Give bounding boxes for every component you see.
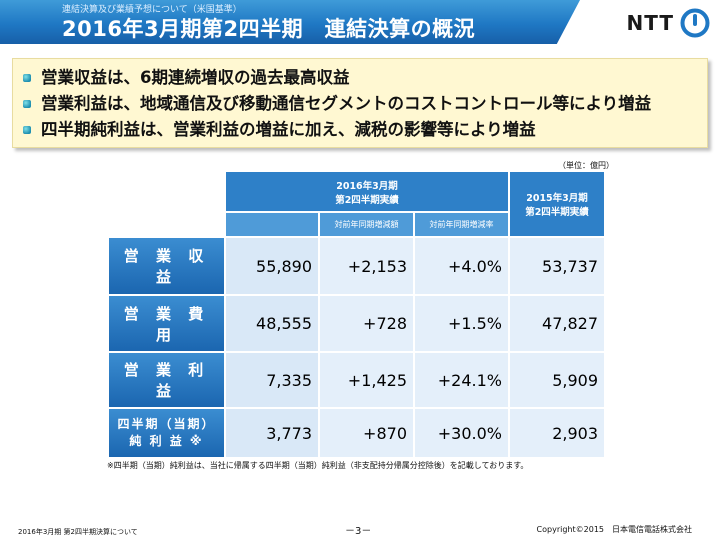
header-prev-line2: 第2四半期実績 [525, 207, 589, 218]
summary-item: 営業利益は、地域通信及び移動通信セグメントのコストコントロール等により増益 [23, 91, 707, 117]
row-label-net-income-line2: 純 利 益 ※ [129, 434, 204, 448]
cell-diff: +728 [319, 295, 414, 352]
bullet-icon [23, 74, 31, 82]
header-current-period: 2016年3月期 第2四半期実績 [225, 171, 509, 212]
footer-title: 2016年3月期 第2四半期決算について [18, 528, 138, 536]
header-banner: 連結決算及び業績予想について（米国基準） 2016年3月期第2四半期 連結決算の… [0, 0, 580, 44]
subheader-diff: 対前年同期増減額 [319, 212, 414, 237]
cell-prev: 53,737 [509, 237, 605, 295]
copyright: Copyright©2015 日本電信電話株式会社 [536, 525, 692, 534]
cell-actual: 48,555 [225, 295, 319, 352]
cell-diff: +870 [319, 408, 414, 458]
cell-prev: 47,827 [509, 295, 605, 352]
cell-rate: +1.5% [414, 295, 509, 352]
cell-rate: +30.0% [414, 408, 509, 458]
cell-rate: +4.0% [414, 237, 509, 295]
bullet-icon [23, 126, 31, 134]
summary-text: 営業収益は、6期連続増収の過去最高収益 [41, 68, 350, 87]
summary-text: 営業利益は、地域通信及び移動通信セグメントのコストコントロール等により増益 [41, 94, 652, 113]
cell-rate: +24.1% [414, 352, 509, 408]
cell-actual: 3,773 [225, 408, 319, 458]
unit-label: （単位：億円） [558, 161, 614, 170]
row-label-operating-revenue: 営 業 収 益 [108, 237, 225, 295]
row-label-net-income-line1: 四半期（当期） [117, 417, 216, 431]
cell-prev: 2,903 [509, 408, 605, 458]
ntt-logo-icon [680, 8, 710, 38]
header-current-line2: 第2四半期実績 [335, 194, 399, 206]
subheader-rate: 対前年同期増減率 [414, 212, 509, 237]
cell-prev: 5,909 [509, 352, 605, 408]
ntt-logo: NTT [627, 6, 710, 40]
footnote: ※四半期（当期）純利益は、当社に帰属する四半期（当期）純利益（非支配持分帰属分控… [107, 461, 529, 470]
page-title: 2016年3月期第2四半期 連結決算の概況 [62, 17, 476, 41]
header-current-line1: 2016年3月期 [336, 180, 398, 192]
summary-item: 営業収益は、6期連続増収の過去最高収益 [23, 65, 707, 91]
subheader-blank [225, 212, 319, 237]
summary-box: 営業収益は、6期連続増収の過去最高収益 営業利益は、地域通信及び移動通信セグメン… [12, 58, 708, 148]
cell-diff: +2,153 [319, 237, 414, 295]
row-label-operating-income: 営 業 利 益 [108, 352, 225, 408]
cell-diff: +1,425 [319, 352, 414, 408]
summary-item: 四半期純利益は、営業利益の増益に加え、減税の影響等により増益 [23, 117, 707, 143]
logo-text: NTT [626, 11, 674, 35]
header-prev-period: 2015年3月期 第2四半期実績 [509, 171, 605, 237]
cell-actual: 7,335 [225, 352, 319, 408]
summary-text: 四半期純利益は、営業利益の増益に加え、減税の影響等により増益 [41, 120, 536, 139]
header-prev-line1: 2015年3月期 [526, 193, 588, 204]
cell-actual: 55,890 [225, 237, 319, 295]
page-number: －3－ [345, 526, 372, 537]
header-subtitle: 連結決算及び業績予想について（米国基準） [62, 5, 242, 15]
bullet-icon [23, 100, 31, 108]
row-label-net-income: 四半期（当期） 純 利 益 ※ [108, 408, 225, 458]
row-label-operating-expenses: 営 業 費 用 [108, 295, 225, 352]
